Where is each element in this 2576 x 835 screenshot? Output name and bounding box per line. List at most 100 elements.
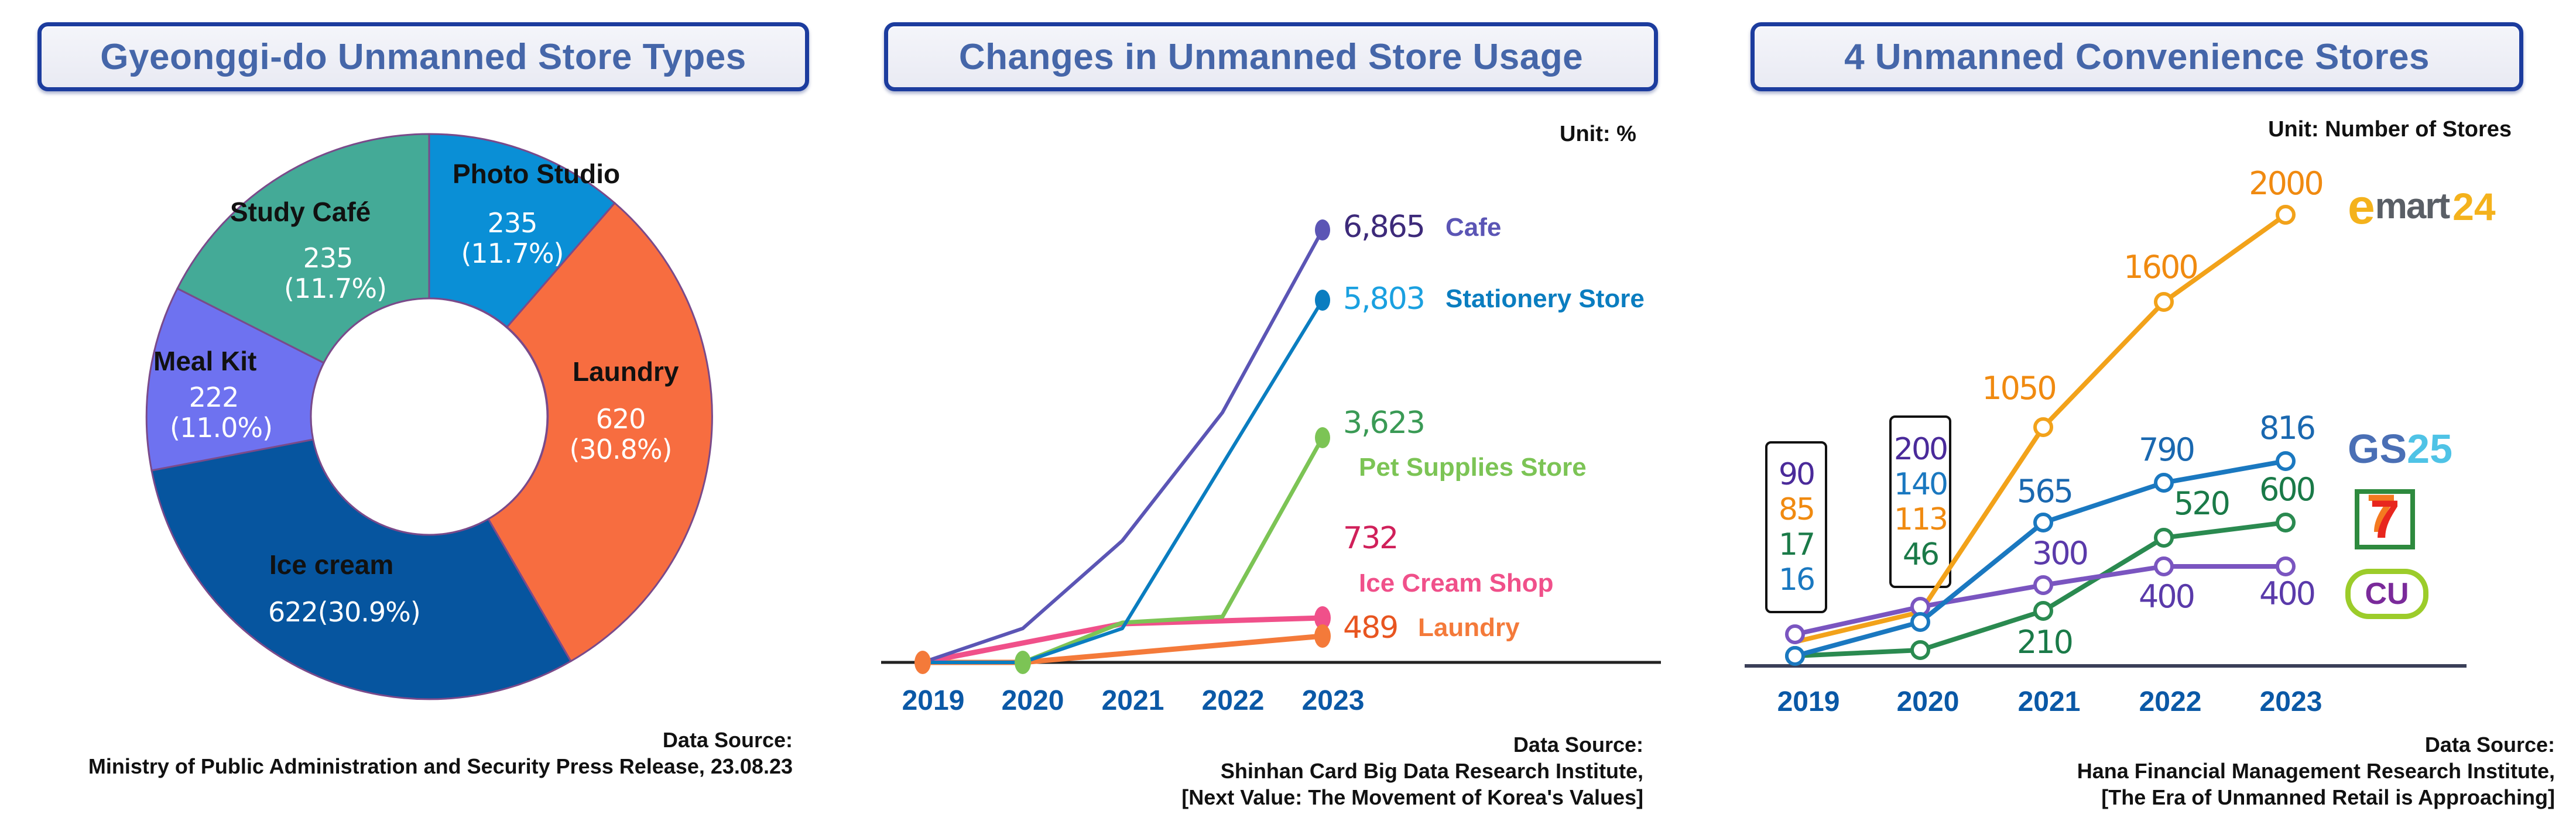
emart24-logo-num: 24 — [2452, 185, 2496, 228]
value-meal-kit-pct: (11.0%) — [170, 412, 273, 444]
conv-year-2019: 2019 — [1777, 686, 1840, 717]
emart-2020-value: 113 — [1893, 501, 1948, 537]
usage-source: Data Source: Shinhan Card Big Data Resea… — [1181, 731, 1643, 810]
value-study-cafe-pct: (11.7%) — [284, 273, 387, 304]
line-pet — [1020, 435, 1325, 665]
source-label: Data Source: — [662, 728, 793, 752]
gs-point-2021 — [2033, 513, 2053, 532]
dot-ice-cream-2023 — [1314, 606, 1331, 630]
dot-pet-2023 — [1315, 427, 1330, 448]
convenience-unit: Unit: Number of Stores — [2268, 117, 2512, 142]
value-study-cafe: 235 (11.7%) — [284, 242, 387, 304]
dot-2020 — [1015, 651, 1031, 674]
value-meal-kit: 222 (11.0%) — [170, 382, 273, 444]
values-box-2020: 200 140 113 46 — [1889, 415, 1951, 588]
seven-2022-label: 520 — [2173, 485, 2231, 522]
gs-2019-value: 16 — [1778, 562, 1815, 597]
line-stationery — [921, 298, 1324, 664]
pet-label: Pet Supplies Store — [1359, 453, 1587, 482]
label-laundry: Laundry — [573, 356, 679, 387]
value-meal-kit-count: 222 — [189, 382, 239, 413]
stationery-value: 5,803 — [1343, 281, 1426, 317]
emart-2021-label: 1050 — [1982, 370, 2057, 407]
value-photo-studio: 235 (11.7%) — [451, 208, 574, 269]
source-line: Shinhan Card Big Data Research Institute… — [1220, 759, 1643, 783]
gs-2020-value: 140 — [1893, 466, 1948, 502]
cu-2020-value: 200 — [1893, 431, 1948, 467]
source-label: Data Source: — [2424, 733, 2555, 757]
cafe-label: Cafe — [1445, 213, 1502, 242]
dot-2019 — [914, 651, 931, 674]
value-ice-cream: 622(30.9%) — [268, 596, 421, 628]
source-line: Hana Financial Management Research Insti… — [2077, 759, 2555, 783]
seven-2021-label: 210 — [2016, 624, 2074, 661]
dot-stationery-2023 — [1315, 290, 1330, 311]
laundry-value: 489 — [1343, 610, 1399, 645]
convenience-title-box: 4 Unmanned Convenience Stores — [1751, 22, 2523, 91]
cu-point-2021 — [2033, 575, 2053, 595]
usage-unit: Unit: % — [1560, 122, 1636, 146]
gs-point-2019 — [1785, 646, 1805, 666]
usage-year-2019: 2019 — [902, 685, 965, 716]
usage-year-2020: 2020 — [1001, 685, 1064, 716]
store-types-source: Data Source: Ministry of Public Administ… — [88, 727, 793, 779]
dot-laundry-2023 — [1314, 624, 1331, 648]
pet-value: 3,623 — [1343, 406, 1426, 441]
seven-point-2022 — [2154, 528, 2174, 548]
laundry-label: Laundry — [1418, 613, 1520, 642]
seven-2023-label: 600 — [2259, 471, 2316, 508]
seven-2019-value: 17 — [1778, 527, 1815, 562]
value-photo-studio-pct: (11.7%) — [461, 238, 564, 269]
gs25-logo-gs: GS — [2348, 426, 2407, 472]
cu-logo-text: CU — [2365, 577, 2409, 611]
seven-point-2020 — [1910, 640, 1930, 660]
gs-2022-label: 790 — [2138, 431, 2195, 468]
seven-point-2023 — [2276, 513, 2296, 532]
gs-point-2023 — [2276, 451, 2296, 471]
emart-2023-label: 2000 — [2249, 165, 2324, 202]
gs-2023-label: 816 — [2259, 410, 2316, 446]
gs-2021-label: 565 — [2016, 473, 2074, 510]
conv-year-2022: 2022 — [2139, 686, 2202, 717]
seven-2020-value: 46 — [1902, 537, 1940, 572]
gs-point-2020 — [1910, 612, 1930, 632]
emart24-logo-mart: mart — [2375, 186, 2450, 226]
stationery-label: Stationery Store — [1445, 284, 1645, 313]
cu-point-2019 — [1785, 624, 1805, 644]
line-cafe — [921, 228, 1324, 664]
ice-cream-label: Ice Cream Shop — [1359, 569, 1554, 597]
gs25-logo-num: 25 — [2407, 426, 2453, 472]
cu-2019-value: 90 — [1778, 457, 1815, 492]
cu-point-2022 — [2154, 556, 2174, 576]
usage-title-box: Changes in Unmanned Store Usage — [884, 22, 1658, 91]
dot-cafe-2023 — [1315, 219, 1330, 240]
label-meal-kit: Meal Kit — [153, 346, 257, 376]
cu-2022-label: 400 — [2138, 578, 2195, 615]
source-label: Data Source: — [1513, 733, 1643, 757]
convenience-title: 4 Unmanned Convenience Stores — [1844, 36, 2430, 77]
conv-year-2020: 2020 — [1896, 686, 1960, 717]
label-ice-cream: Ice cream — [269, 549, 394, 580]
gs25-logo: GS 25 — [2348, 426, 2452, 472]
cu-point-2023 — [2276, 556, 2296, 576]
conv-year-2023: 2023 — [2259, 686, 2322, 717]
value-laundry-count: 620 — [595, 403, 646, 435]
seven-point-2021 — [2033, 601, 2053, 621]
values-box-2019: 90 85 17 16 — [1765, 441, 1827, 613]
seven-eleven-logo: 7 — [2355, 489, 2415, 549]
usage-year-2022: 2022 — [1201, 685, 1265, 716]
usage-year-2023: 2023 — [1301, 685, 1365, 716]
conv-year-2021: 2021 — [2017, 686, 2081, 717]
source-line: [The Era of Unmanned Retail is Approachi… — [2101, 785, 2555, 809]
cu-2021-label: 300 — [2032, 535, 2089, 572]
cu-2023-label: 400 — [2259, 575, 2316, 612]
value-study-cafe-count: 235 — [303, 242, 354, 274]
value-laundry-pct: (30.8%) — [569, 434, 672, 465]
source-line: Ministry of Public Administration and Se… — [88, 754, 793, 778]
emart-2019-value: 85 — [1778, 492, 1815, 527]
cafe-value: 6,865 — [1343, 209, 1426, 245]
emart24-logo: e mart 24 — [2348, 182, 2496, 231]
